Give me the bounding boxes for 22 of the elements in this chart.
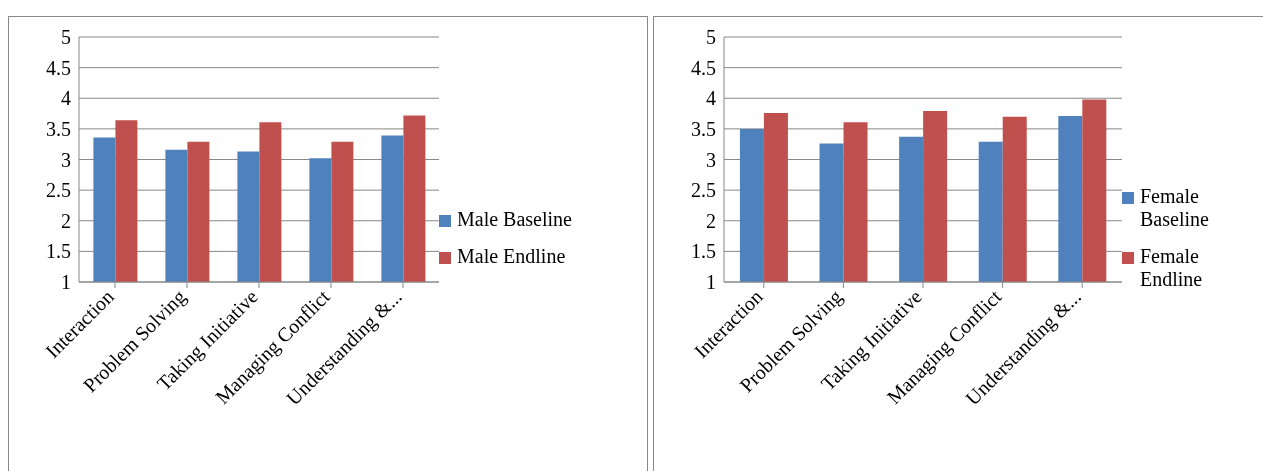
y-tick-label: 4: [706, 87, 716, 110]
y-tick-label: 1.5: [691, 240, 716, 263]
y-tick-label: 5: [61, 26, 71, 49]
y-tick-label: 1.5: [46, 240, 71, 263]
y-tick-label: 3.5: [691, 117, 716, 140]
legend-label: Female Baseline: [1140, 184, 1210, 231]
legend-label: Female Endline: [1140, 244, 1204, 291]
y-tick-label: 2: [706, 209, 716, 232]
y-tick-label: 4.5: [46, 56, 71, 79]
y-tick-label: 5: [706, 26, 716, 49]
y-tick-label: 1: [706, 271, 716, 294]
y-tick-label: 4.5: [691, 56, 716, 79]
y-tick-label: 1: [61, 271, 71, 294]
y-tick-label: 3: [61, 148, 71, 171]
legend-label: Male Endline: [457, 244, 566, 268]
y-tick-label: 4: [61, 87, 71, 110]
y-tick-label: 2: [61, 209, 71, 232]
y-tick-label: 2.5: [691, 179, 716, 202]
legend-label: Male Baseline: [457, 207, 572, 231]
y-tick-label: 3.5: [46, 117, 71, 140]
y-tick-label: 3: [706, 148, 716, 171]
y-tick-label: 2.5: [46, 179, 71, 202]
